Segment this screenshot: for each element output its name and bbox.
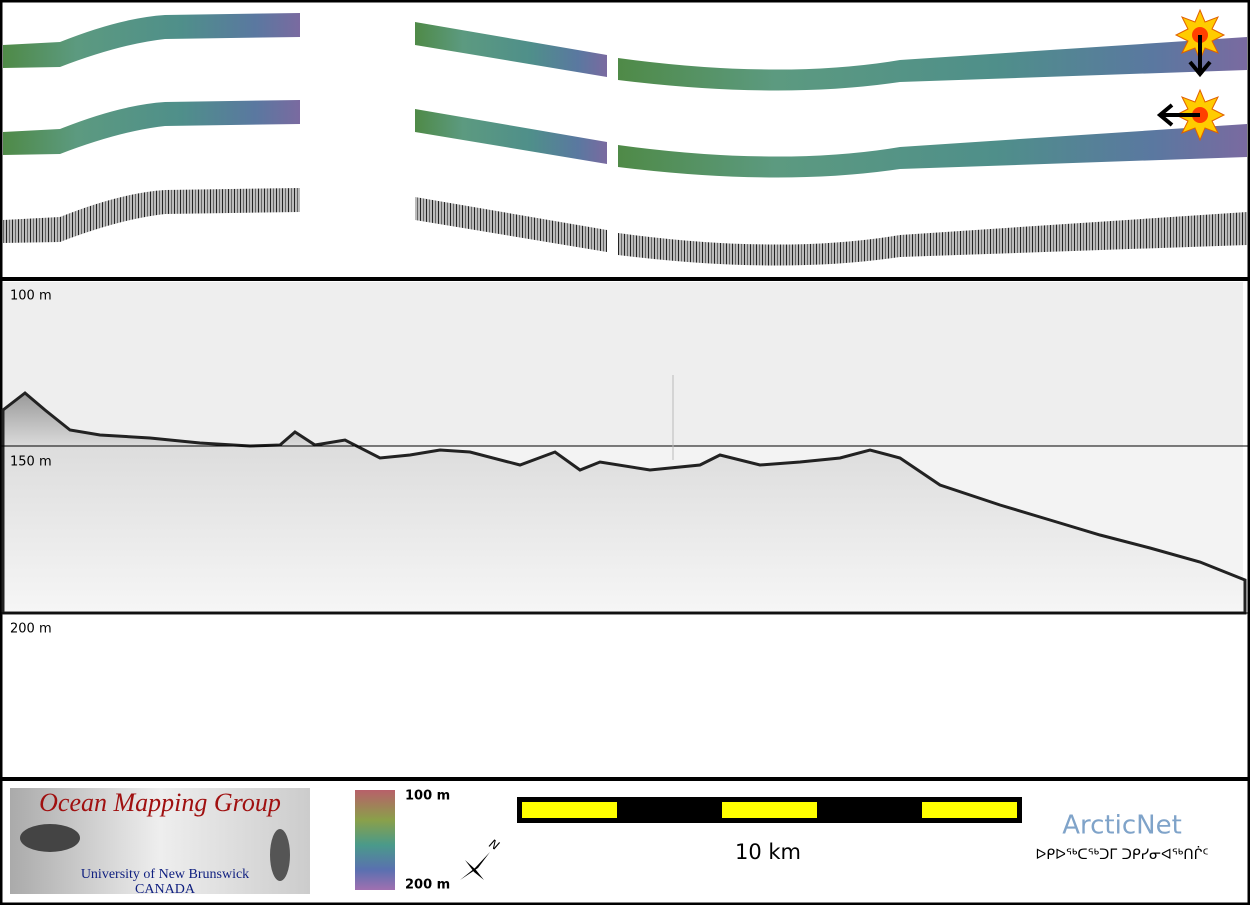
scale-bar xyxy=(517,797,1022,823)
swaths xyxy=(3,13,1247,266)
logo-title: Ocean Mapping Group xyxy=(39,788,281,817)
logo: Ocean Mapping Group University of New Br… xyxy=(10,788,310,897)
sun-icon xyxy=(1174,8,1226,78)
sun-icon xyxy=(1156,88,1226,142)
arcticnet-name: ArcticNet xyxy=(1062,811,1182,841)
colorbar xyxy=(355,790,395,890)
depth-label: 100 m xyxy=(10,289,52,304)
arcticnet-syllabics: ᐅᑭᐅᖅᑕᖅᑐᒥ ᑐᑭᓯᓂᐊᖅᑎᒌᑦ xyxy=(1036,846,1209,863)
scale-label: 10 km xyxy=(735,840,801,864)
depth-label: 150 m xyxy=(10,455,52,470)
colorbar-label: 200 m xyxy=(405,878,450,893)
depth-label: 200 m xyxy=(10,622,52,637)
profile xyxy=(0,282,1250,615)
logo-text: CANADA xyxy=(135,882,196,897)
colorbar-label: 100 m xyxy=(405,789,450,804)
compass xyxy=(460,852,490,880)
logo-text: University of New Brunswick xyxy=(81,867,249,882)
